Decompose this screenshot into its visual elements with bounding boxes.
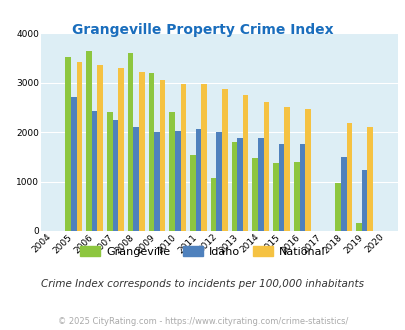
Bar [305, 109, 310, 231]
Bar [273, 163, 278, 231]
Text: © 2025 CityRating.com - https://www.cityrating.com/crime-statistics/: © 2025 CityRating.com - https://www.city… [58, 317, 347, 326]
Bar [118, 68, 124, 231]
Bar [175, 131, 180, 231]
Bar [346, 123, 352, 231]
Bar [257, 138, 263, 231]
Bar [335, 183, 340, 231]
Bar [180, 84, 185, 231]
Legend: Grangeville, Idaho, National: Grangeville, Idaho, National [76, 242, 329, 261]
Bar [148, 73, 154, 231]
Bar [139, 72, 144, 231]
Bar [367, 127, 372, 231]
Bar [231, 143, 237, 231]
Bar [278, 144, 284, 231]
Bar [299, 144, 305, 231]
Bar [159, 80, 165, 231]
Bar [92, 111, 97, 231]
Text: Crime Index corresponds to incidents per 100,000 inhabitants: Crime Index corresponds to incidents per… [41, 279, 364, 289]
Text: Grangeville Property Crime Index: Grangeville Property Crime Index [72, 23, 333, 37]
Bar [242, 95, 248, 231]
Bar [97, 65, 103, 231]
Bar [210, 178, 216, 231]
Bar [71, 97, 77, 231]
Bar [133, 127, 139, 231]
Bar [77, 62, 82, 231]
Bar [340, 157, 346, 231]
Bar [293, 162, 299, 231]
Bar [86, 51, 92, 231]
Bar [195, 129, 201, 231]
Bar [190, 155, 195, 231]
Bar [112, 120, 118, 231]
Bar [128, 53, 133, 231]
Bar [252, 158, 257, 231]
Bar [263, 102, 269, 231]
Bar [169, 112, 175, 231]
Bar [65, 57, 71, 231]
Bar [361, 170, 367, 231]
Bar [201, 84, 207, 231]
Bar [237, 139, 242, 231]
Bar [284, 107, 289, 231]
Bar [355, 223, 361, 231]
Bar [154, 132, 159, 231]
Bar [216, 132, 222, 231]
Bar [222, 89, 227, 231]
Bar [107, 112, 112, 231]
